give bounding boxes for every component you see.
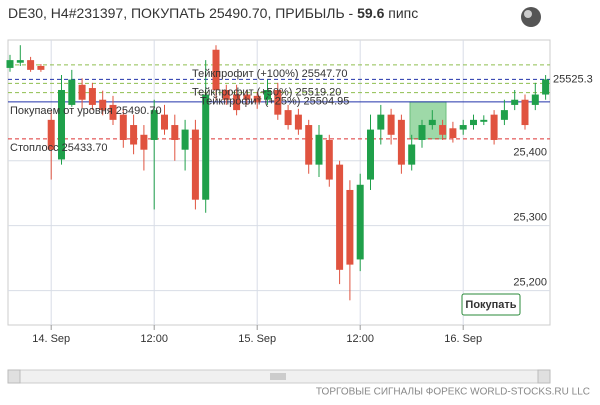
candle-body: [397, 119, 405, 165]
candle-body: [511, 99, 519, 105]
current-price-label: 25525.3: [553, 73, 593, 85]
candle-body: [243, 94, 251, 100]
candle-body: [99, 99, 107, 111]
scroll-left[interactable]: [7, 369, 21, 384]
candle-body: [119, 114, 127, 140]
footer: ТОРГОВЫЕ СИГНАЛЫ ФОРЕКС WORLD-STOCKS.RU …: [316, 387, 590, 398]
plot-area: 25,200 25,300 25,400 14. Sep 12:00 15. Sep 12:…: [6, 39, 551, 345]
candle-body: [315, 134, 323, 165]
candle-body: [37, 65, 45, 70]
candle-body: [202, 94, 210, 200]
x-tick-label: 14. Sep: [32, 333, 70, 345]
level-label: Тейкпрофит (+100%) 25547.70: [192, 68, 347, 80]
candle-body: [294, 114, 302, 130]
candle-body: [264, 89, 271, 100]
chart-title: DE30, H4#231397, ПОКУПАТЬ 25490.70, ПРИБ…: [8, 5, 418, 21]
candle-body: [346, 189, 354, 265]
candle-body: [233, 94, 241, 111]
plot-frame: [7, 39, 551, 326]
candle-body: [428, 119, 436, 126]
candle-body: [150, 110, 158, 140]
candle-body: [531, 94, 539, 105]
profit-unit: пипс: [388, 5, 418, 21]
candle-body: [377, 114, 385, 130]
candle-body: [439, 125, 447, 135]
level-label: Покупаем от уровня 25490.70: [10, 105, 162, 117]
candle-body: [212, 49, 220, 90]
candle-body: [109, 104, 117, 120]
x-tick-label: 15. Sep: [238, 333, 276, 345]
globe-icon[interactable]: [521, 7, 541, 27]
candle-body: [130, 125, 138, 145]
level-label: Тейкпрофит (+50%) 25519.20: [192, 86, 341, 98]
candle-body: [78, 84, 86, 100]
candle-body: [367, 129, 374, 180]
y-tick-label: 25,400: [513, 147, 547, 159]
candle-body: [222, 89, 230, 100]
candle-body: [325, 139, 333, 180]
candle-body: [336, 164, 344, 270]
candle-body: [542, 79, 550, 95]
candle-body: [6, 60, 14, 68]
buy-button[interactable]: [461, 293, 521, 316]
candle-body: [408, 144, 416, 165]
candle-body: [418, 125, 426, 140]
candle-body: [253, 95, 261, 103]
scroll-right[interactable]: [537, 369, 551, 384]
profit: 59.6: [357, 5, 384, 21]
level-label: Стоплосс 25433.70: [10, 142, 108, 154]
candle-body: [140, 134, 148, 150]
candle-body: [274, 89, 282, 115]
title-text: DE30, H4#231397, ПОКУПАТЬ 25490.70, ПРИБ…: [8, 5, 354, 21]
x-tick-label: 12:00: [140, 333, 168, 345]
candle-body: [191, 129, 199, 200]
candle-body: [68, 79, 76, 105]
y-tick-label: 25,200: [513, 276, 547, 288]
candle-body: [459, 125, 467, 130]
candle-body: [500, 110, 508, 120]
candle-body: [387, 114, 395, 135]
scroll-thumb[interactable]: [270, 373, 286, 380]
candle-body: [521, 99, 529, 126]
level-label: Тейкпрофит (+25%) 25504.95: [200, 96, 349, 108]
candle-body: [58, 89, 65, 160]
y-tick-label: 25,300: [513, 212, 547, 224]
candle-body: [305, 125, 313, 165]
candle-body: [171, 125, 179, 140]
candle-body: [356, 184, 364, 260]
candle-body: [27, 60, 35, 70]
candle-body: [480, 119, 488, 122]
buy-button-label[interactable]: Покупать: [465, 299, 516, 311]
candle-body: [284, 110, 292, 126]
candle-body: [470, 119, 477, 126]
candle-body: [449, 128, 457, 139]
candle-body: [88, 88, 96, 105]
candle-body: [161, 114, 168, 130]
x-tick-label: 16. Sep: [444, 333, 482, 345]
candle-body: [181, 129, 189, 150]
candle-body: [16, 60, 24, 63]
globe-highlight: [524, 10, 532, 18]
candle-body: [47, 119, 55, 150]
x-tick-label: 12:00: [346, 333, 374, 345]
candle-body: [490, 114, 498, 140]
